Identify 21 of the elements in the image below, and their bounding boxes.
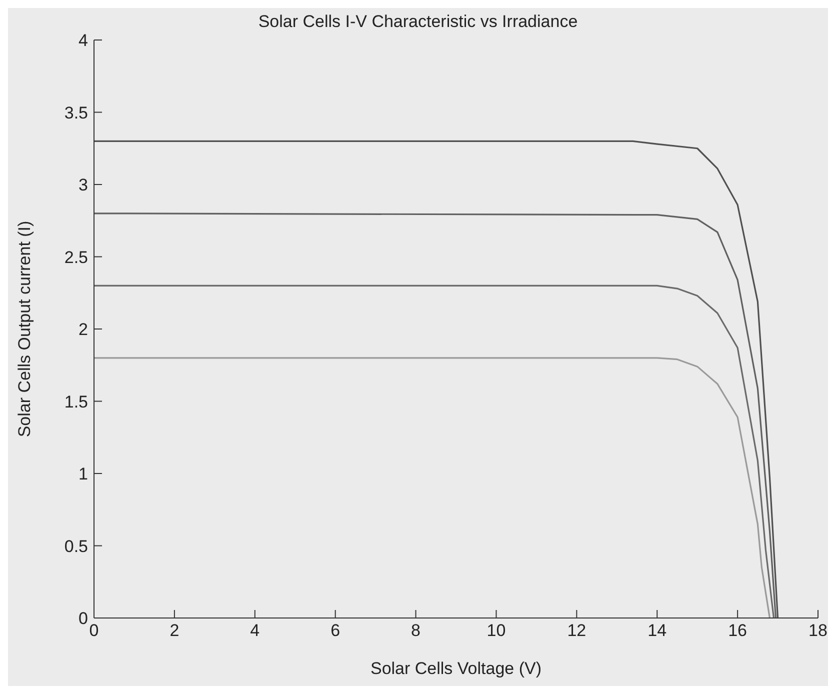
x-tick-label: 2 — [170, 621, 180, 640]
chart-title: Solar Cells I-V Characteristic vs Irradiance — [257, 12, 579, 32]
y-tick-label: 1 — [78, 464, 88, 484]
x-tick-label: 12 — [567, 621, 586, 640]
y-tick-label: 0.5 — [64, 536, 88, 556]
y-tick-label: 2.5 — [64, 248, 88, 267]
x-axis-title: Solar Cells Voltage (V) — [370, 659, 542, 678]
x-tick-label: 14 — [648, 621, 667, 640]
x-tick-label: 10 — [486, 621, 506, 640]
y-tick-label: 3.5 — [64, 103, 88, 122]
x-tick-label: 6 — [330, 621, 340, 640]
y-tick-label: 1.5 — [64, 392, 88, 412]
y-tick-label: 4 — [78, 31, 88, 50]
x-tick-label: 8 — [411, 621, 421, 640]
y-tick-label: 3 — [78, 176, 88, 195]
x-tick-label: 4 — [250, 621, 260, 640]
y-axis-title: Solar Cells Output current (I) — [15, 220, 34, 438]
y-tick-label: 2 — [78, 320, 88, 340]
x-tick-label: 18 — [808, 621, 828, 640]
y-tick-label: 0 — [78, 609, 88, 628]
x-tick-label: 16 — [728, 621, 748, 640]
